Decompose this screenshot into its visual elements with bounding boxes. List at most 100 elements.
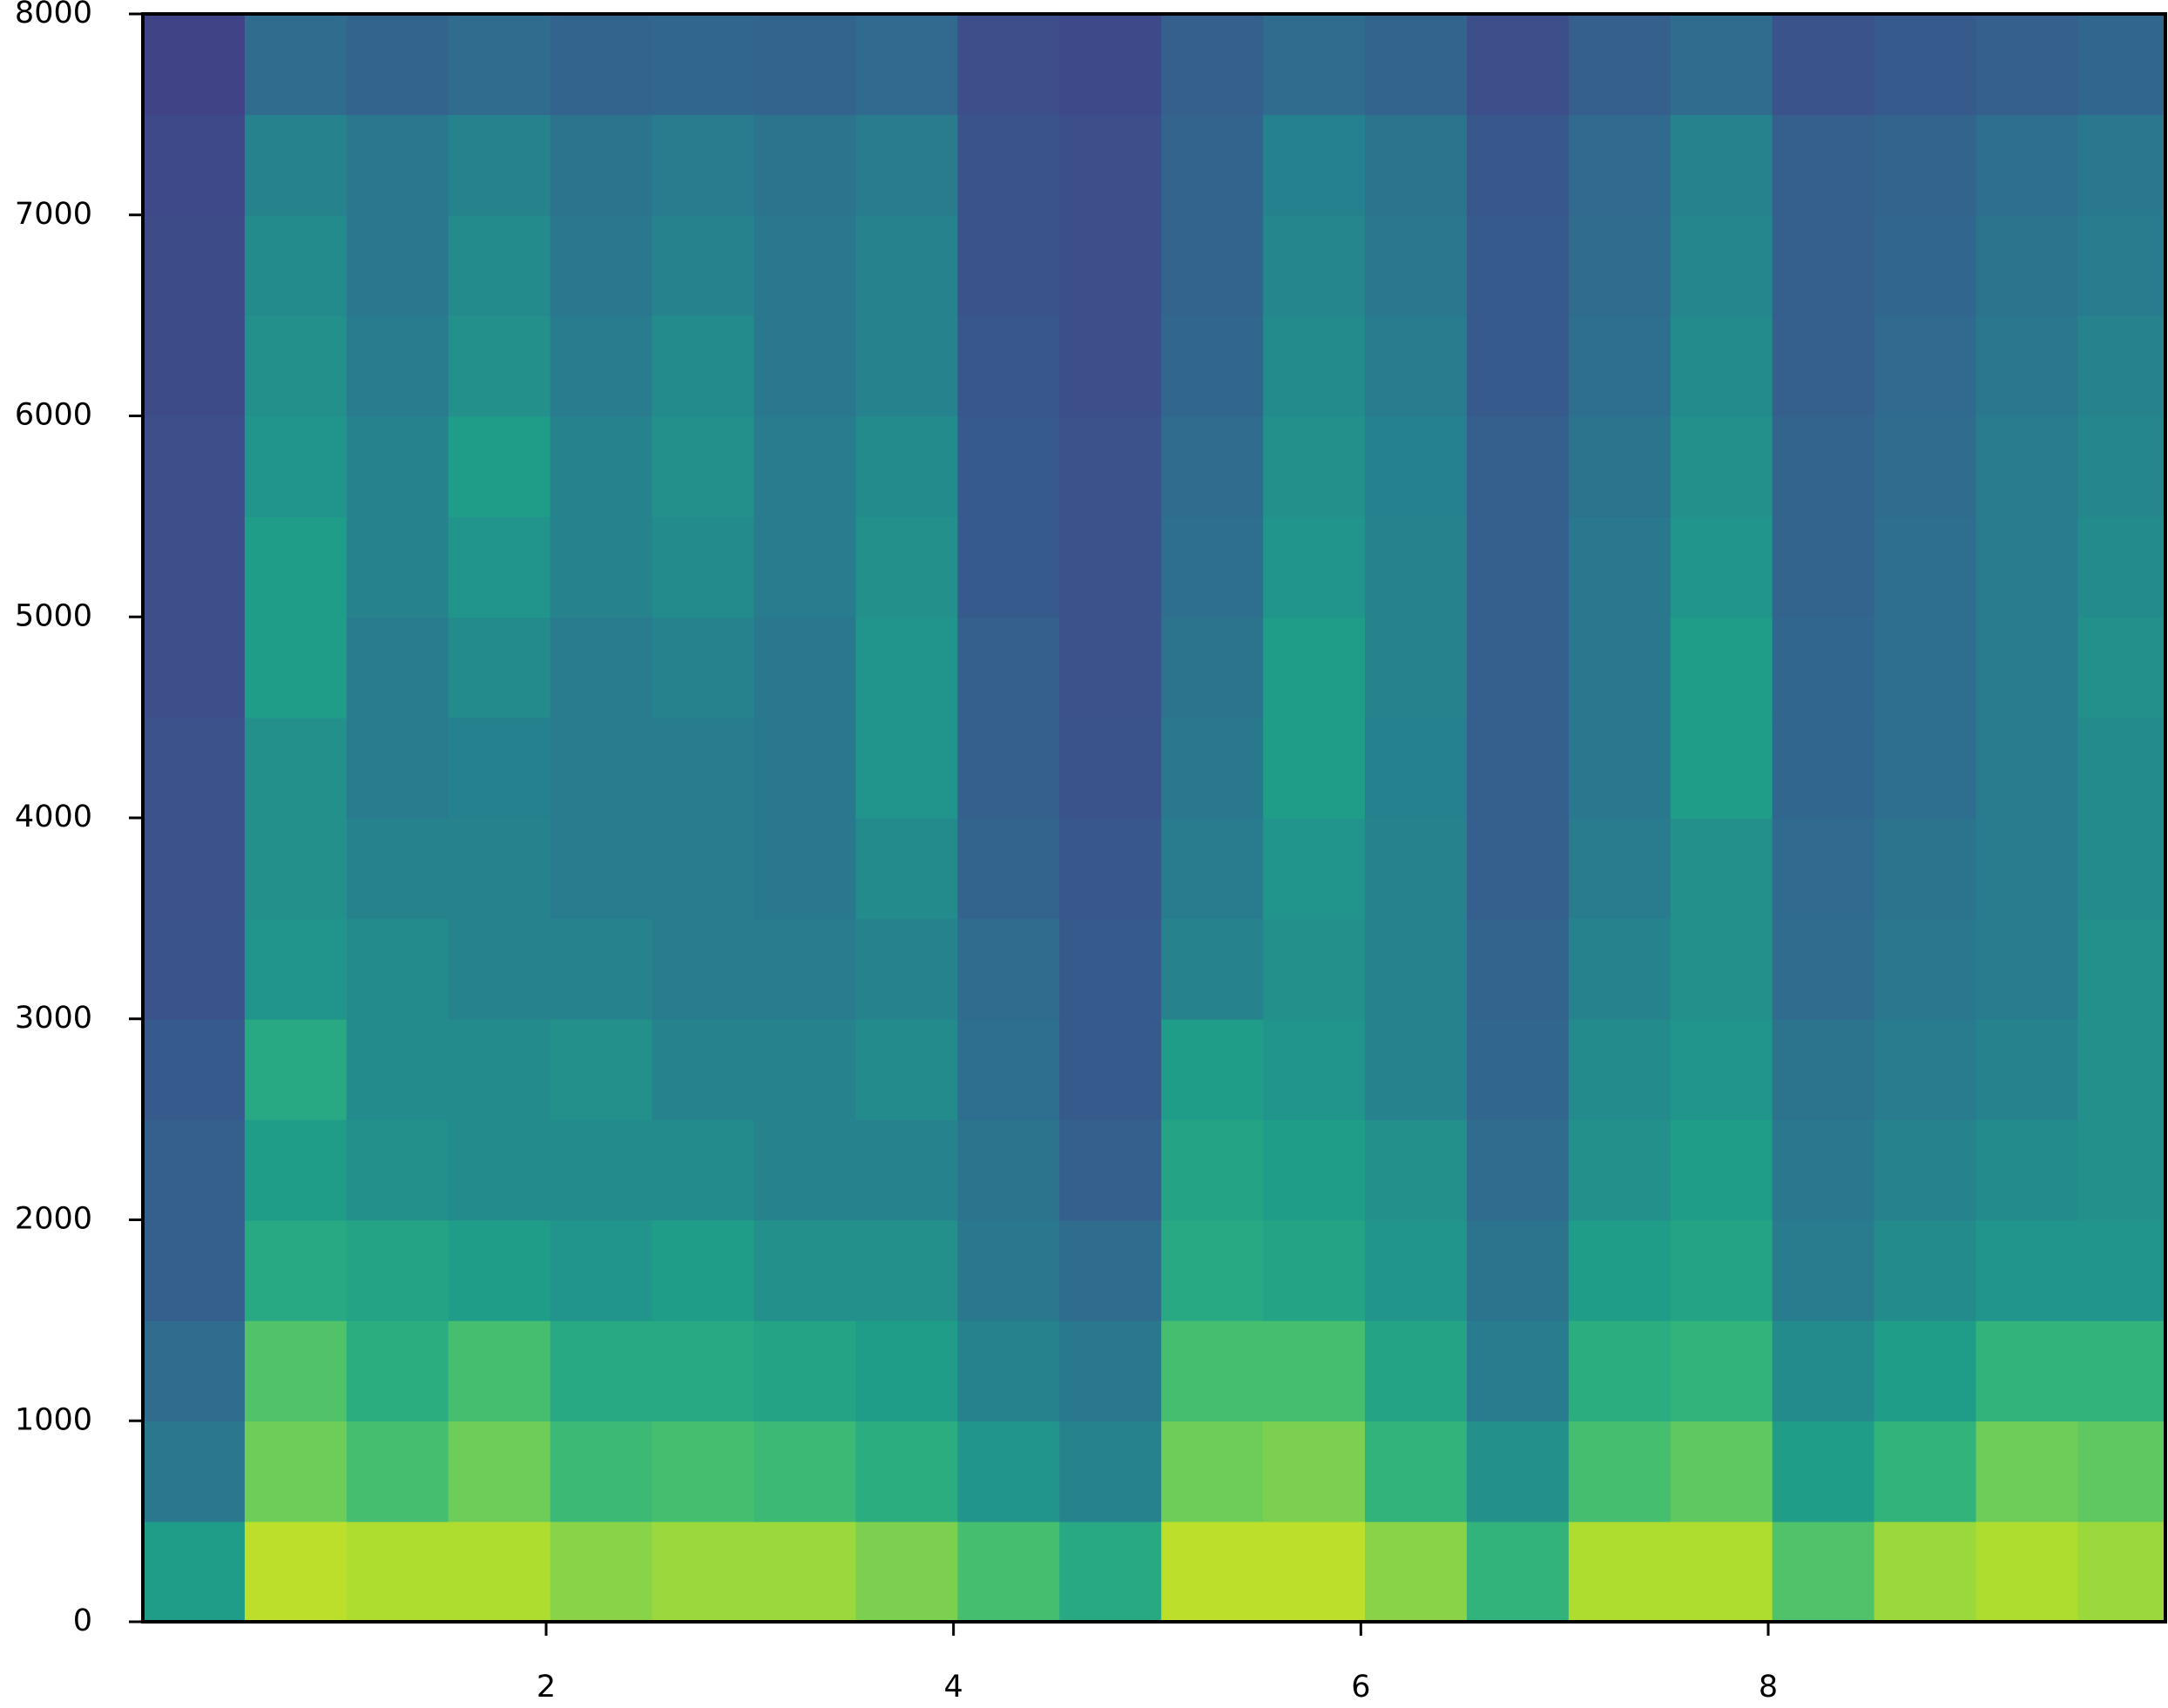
cell [855,14,959,116]
cell [550,1018,653,1120]
cell [652,717,755,819]
cell [1263,114,1366,216]
cell [143,717,246,819]
cell [1772,1219,1875,1321]
cell [346,315,449,417]
cell [143,1219,246,1321]
cell [1874,415,1977,517]
cell [652,114,755,216]
cell [550,918,653,1020]
cell [1161,415,1264,517]
cell [1976,617,2079,719]
cell [1466,717,1570,819]
y-tick-label: 3000 [15,1001,92,1036]
cell [753,114,857,216]
y-tick-label: 6000 [15,398,92,433]
cell [2077,315,2165,417]
cell [1161,1521,1264,1622]
cell [1874,114,1977,216]
cell [1059,315,1162,417]
cell [957,1219,1061,1321]
cell [143,14,246,116]
cell [346,516,449,618]
cell [1161,1421,1264,1522]
cell [2077,415,2165,517]
cell [1263,415,1366,517]
cell [957,516,1061,618]
cell [652,918,755,1020]
cell [1161,818,1264,920]
cell [1568,516,1672,618]
y-tick-label: 5000 [15,598,92,633]
cell [1059,717,1162,819]
cell [855,1521,959,1622]
cell [753,1521,857,1622]
cell [652,617,755,719]
cell [1365,1219,1468,1321]
cell [753,516,857,618]
cell [1466,1119,1570,1221]
cell [1874,516,1977,618]
cell [346,617,449,719]
cell [346,1320,449,1422]
cell [855,516,959,618]
cell [346,1421,449,1522]
cell [2077,1320,2165,1422]
cell [1670,617,1773,719]
cell [1874,1521,1977,1622]
cell [1263,1018,1366,1120]
cell [143,1320,246,1422]
cell [1059,14,1162,116]
cell [1466,114,1570,216]
cell [1976,214,2079,316]
cell [1976,315,2079,417]
cell [1568,14,1672,116]
cell [652,1521,755,1622]
cell [1466,1018,1570,1120]
cell [2077,717,2165,819]
cell [448,1018,551,1120]
cell [1874,1421,1977,1522]
cell [1976,415,2079,517]
cell [753,315,857,417]
cell [1263,516,1366,618]
cell [244,1320,348,1422]
cell [957,818,1061,920]
cell [1263,617,1366,719]
cell [448,14,551,116]
cell [1466,617,1570,719]
cell [1568,617,1672,719]
cell [2077,114,2165,216]
cell [448,1421,551,1522]
cell [550,1521,653,1622]
cell [1874,818,1977,920]
cell [550,1219,653,1321]
cell [957,415,1061,517]
cell [1059,114,1162,216]
cell [2077,1119,2165,1221]
cell [1976,114,2079,216]
cell [1976,1219,2079,1321]
cell [1466,516,1570,618]
cell [957,918,1061,1020]
cell [1874,1320,1977,1422]
cell [753,717,857,819]
y-tick-label: 0 [73,1603,92,1638]
cell [1263,315,1366,417]
cell [1161,918,1264,1020]
cell [346,818,449,920]
cell [652,818,755,920]
cell [1365,918,1468,1020]
cell [1670,315,1773,417]
cell [1263,14,1366,116]
cell [1365,516,1468,618]
cell [855,415,959,517]
cell [1365,1018,1468,1120]
cell [346,415,449,517]
cell [1670,114,1773,216]
cell [143,415,246,517]
cell [1466,1219,1570,1321]
cell [1059,617,1162,719]
cell [346,214,449,316]
cell [1365,717,1468,819]
